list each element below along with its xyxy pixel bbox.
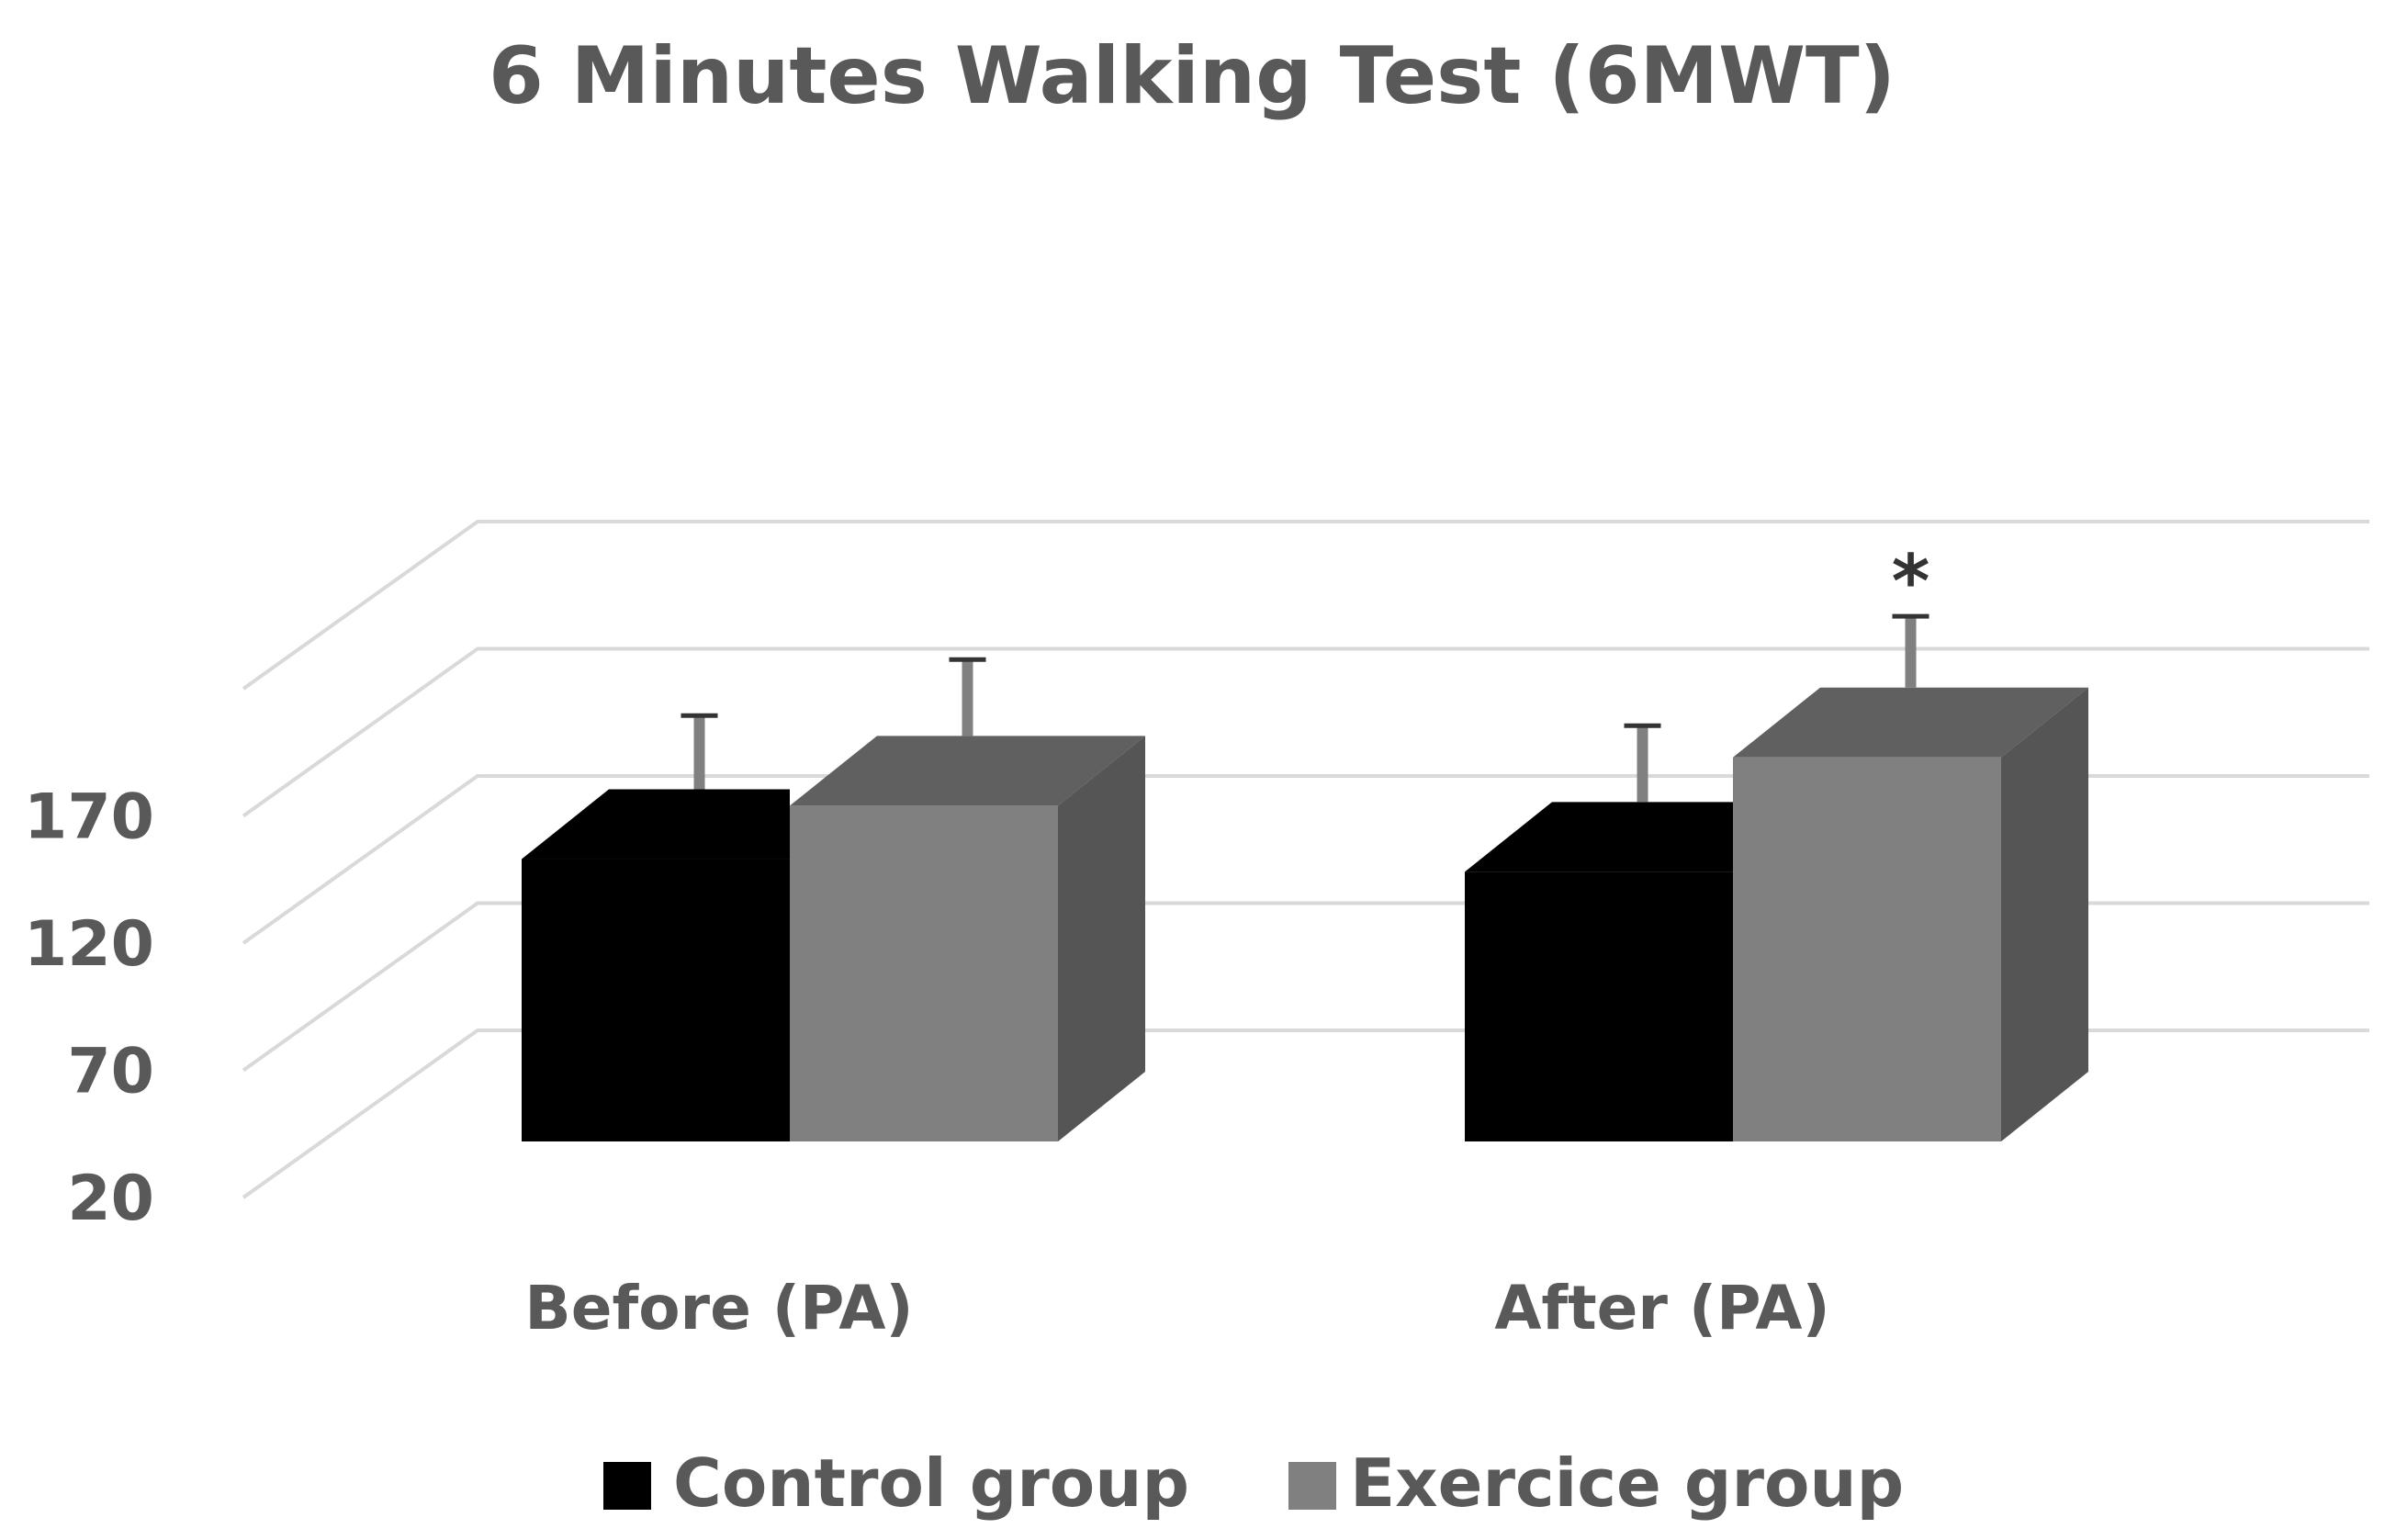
legend-label-control: Control group <box>673 1444 1189 1522</box>
bar-exercise-top <box>790 736 1145 806</box>
bar-control-top <box>522 789 790 860</box>
gridline <box>242 520 2369 691</box>
bar-exercise-side <box>1058 736 1145 1141</box>
bar-exercise-top <box>1733 687 2088 758</box>
annotations: * <box>1892 539 1930 624</box>
legend-swatch-control <box>603 1462 651 1510</box>
y-tick-label: 170 <box>24 781 154 854</box>
bar-exercise <box>790 805 1058 1141</box>
x-tick-label-after: After (PA) <box>1494 1273 1829 1343</box>
bar-control <box>1465 871 1733 1141</box>
gridline <box>242 646 2369 818</box>
bar-control-top <box>1465 802 1733 872</box>
bars <box>522 687 2088 1141</box>
legend-swatch-exercise <box>1288 1462 1336 1510</box>
chart-title: 6 Minutes Walking Test (6MWT) <box>489 30 1896 122</box>
y-tick-label: 70 <box>67 1036 154 1108</box>
bar-control <box>522 859 790 1141</box>
x-tick-label-before: Before (PA) <box>524 1273 913 1343</box>
legend-label-exercise: Exercice group <box>1350 1444 1904 1522</box>
y-tick-label: 20 <box>67 1163 154 1235</box>
y-axis-ticks: 20 70 120 170 <box>24 781 154 1236</box>
significance-marker: * <box>1892 539 1930 624</box>
bar-exercise <box>1733 757 2001 1141</box>
y-tick-label: 120 <box>24 908 154 981</box>
error-bars <box>681 613 1929 803</box>
bar-exercise-side <box>2001 687 2088 1141</box>
legend: Control group Exercice group <box>603 1444 1904 1522</box>
